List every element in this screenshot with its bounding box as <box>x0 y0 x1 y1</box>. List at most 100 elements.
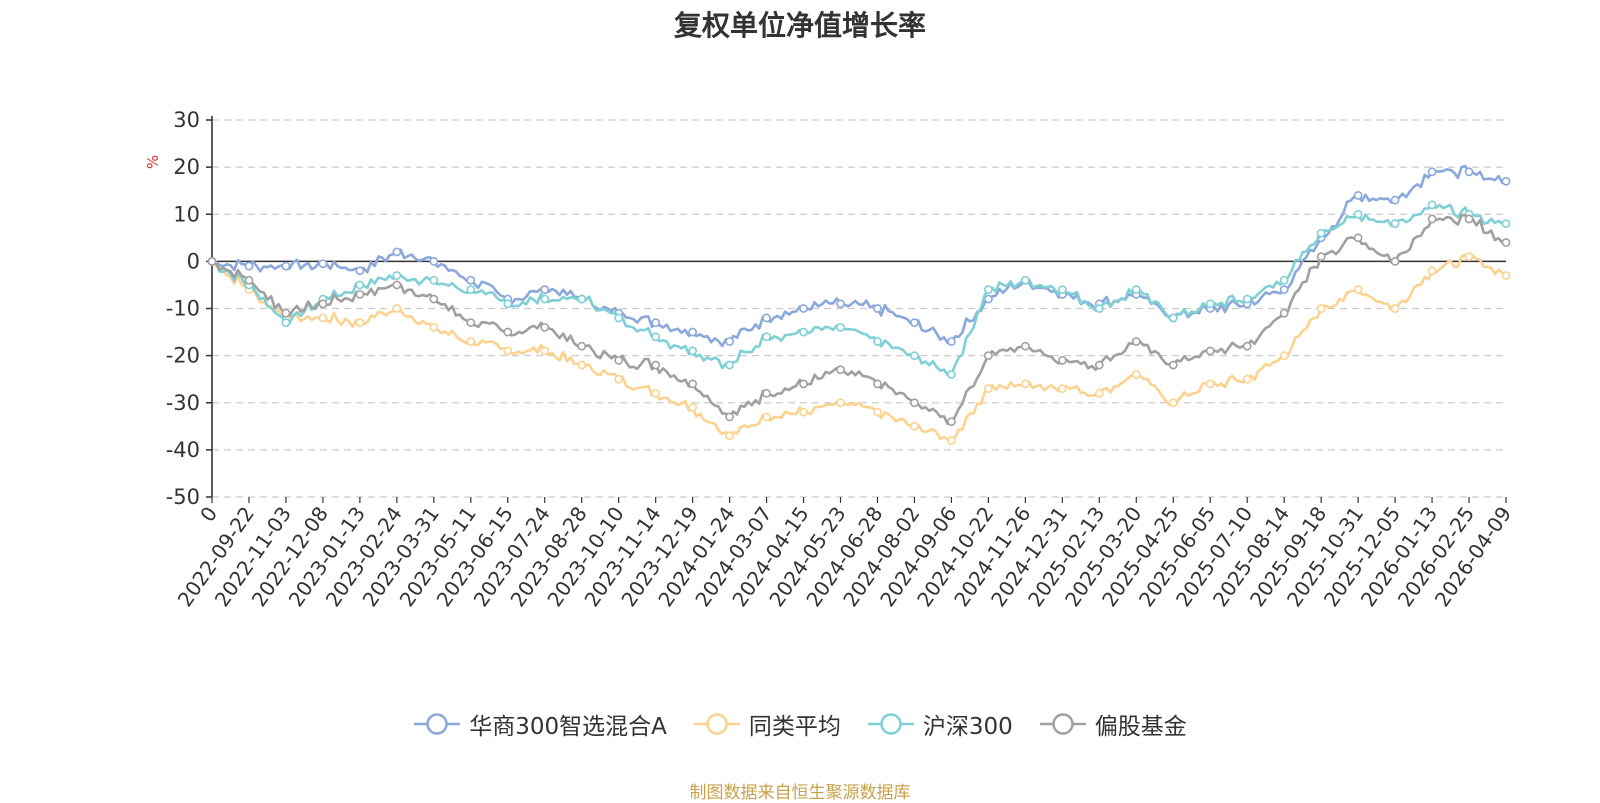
data-point <box>1427 266 1437 276</box>
data-point <box>244 275 254 285</box>
y-tick-label: -20 <box>166 344 200 368</box>
data-point <box>355 289 365 299</box>
legend-line-circle-icon <box>693 713 740 735</box>
data-point <box>1279 275 1289 285</box>
data-point <box>651 332 661 342</box>
source-note: 制图数据来自恒生聚源数据库 <box>689 783 911 803</box>
data-point <box>1168 313 1178 323</box>
legend-label: 同类平均 <box>748 714 841 740</box>
data-point <box>1427 200 1437 210</box>
data-point <box>1242 294 1252 304</box>
data-point <box>947 337 956 346</box>
data-point <box>1464 167 1474 177</box>
data-point <box>947 370 956 379</box>
data-point <box>281 308 291 318</box>
grid-layer <box>212 119 1506 498</box>
series-line <box>211 203 1507 377</box>
data-point <box>614 313 624 323</box>
data-point <box>725 337 734 346</box>
data-point <box>577 360 587 370</box>
legend-item[interactable]: 同类平均 <box>693 707 841 741</box>
y-tick-label: -30 <box>166 391 200 415</box>
series-line <box>211 164 1507 348</box>
legend-item[interactable]: 沪深300 <box>867 707 1013 741</box>
data-point <box>207 256 217 266</box>
legend-line-circle-icon <box>1039 713 1086 735</box>
legend-item[interactable]: 偏股基金 <box>1039 707 1187 741</box>
data-point <box>540 294 550 304</box>
data-point <box>429 275 439 285</box>
data-point <box>244 261 254 271</box>
chart-plot: 3020100-10-20-30-40-5002022-09-222022-11… <box>144 108 1516 611</box>
series-3 <box>207 200 1511 379</box>
data-point <box>725 412 734 422</box>
data-point <box>281 318 291 328</box>
data-point <box>614 374 624 384</box>
data-point <box>1279 285 1289 295</box>
data-point <box>1316 228 1326 238</box>
y-tick-label: -10 <box>166 297 200 321</box>
data-point <box>392 271 402 280</box>
data-point <box>1020 379 1030 389</box>
data-point <box>984 294 993 304</box>
data-point <box>836 365 845 375</box>
data-point <box>1205 346 1215 356</box>
data-point <box>947 417 956 426</box>
data-point <box>873 407 882 417</box>
series-4 <box>207 213 1511 426</box>
data-point <box>392 247 402 257</box>
data-point <box>688 379 698 389</box>
y-axis-unit: % <box>144 155 162 169</box>
data-point <box>1464 252 1474 262</box>
data-point <box>355 318 365 328</box>
data-point <box>1279 308 1289 318</box>
data-point <box>651 360 661 370</box>
data-point <box>577 341 587 351</box>
y-tick-label: -50 <box>166 485 200 509</box>
data-point <box>799 379 808 389</box>
legend-label: 华商300智选混合A <box>469 714 667 740</box>
data-point <box>873 337 882 346</box>
data-point <box>466 337 476 346</box>
y-tick-label: 20 <box>173 155 200 179</box>
data-point <box>1390 195 1400 205</box>
y-tick-label: 0 <box>187 249 200 273</box>
data-point <box>910 398 919 408</box>
data-point <box>503 299 513 309</box>
data-point <box>318 259 328 269</box>
data-point <box>910 351 919 361</box>
data-point <box>318 313 328 323</box>
data-point <box>429 256 439 266</box>
data-point <box>799 327 808 337</box>
data-point <box>1316 304 1326 313</box>
data-point <box>318 299 328 309</box>
data-point <box>503 327 513 337</box>
data-point <box>281 261 291 271</box>
data-point <box>1353 190 1363 200</box>
data-point <box>466 285 476 295</box>
y-tick-label: 10 <box>173 202 200 226</box>
data-point <box>1501 219 1511 229</box>
data-point <box>1427 167 1437 177</box>
data-point <box>1501 271 1511 280</box>
legend-label: 沪深300 <box>922 714 1013 740</box>
data-point <box>762 412 771 422</box>
data-point <box>1501 238 1511 247</box>
data-point <box>762 313 771 323</box>
data-point <box>1094 388 1104 398</box>
data-point <box>1020 275 1030 285</box>
series-2 <box>207 252 1511 445</box>
data-point <box>1057 355 1067 365</box>
series-line <box>211 253 1507 442</box>
data-point <box>355 266 365 276</box>
series-line <box>211 213 1506 426</box>
data-point <box>355 280 365 290</box>
data-point <box>651 388 661 398</box>
axis-layer: 3020100-10-20-30-40-5002022-09-222022-11… <box>166 108 1516 611</box>
data-point <box>540 322 550 332</box>
legend-item[interactable]: 华商300智选混合A <box>413 707 667 741</box>
data-point <box>466 275 476 285</box>
data-point <box>688 403 698 412</box>
data-point <box>1057 285 1067 295</box>
data-point <box>392 304 402 313</box>
